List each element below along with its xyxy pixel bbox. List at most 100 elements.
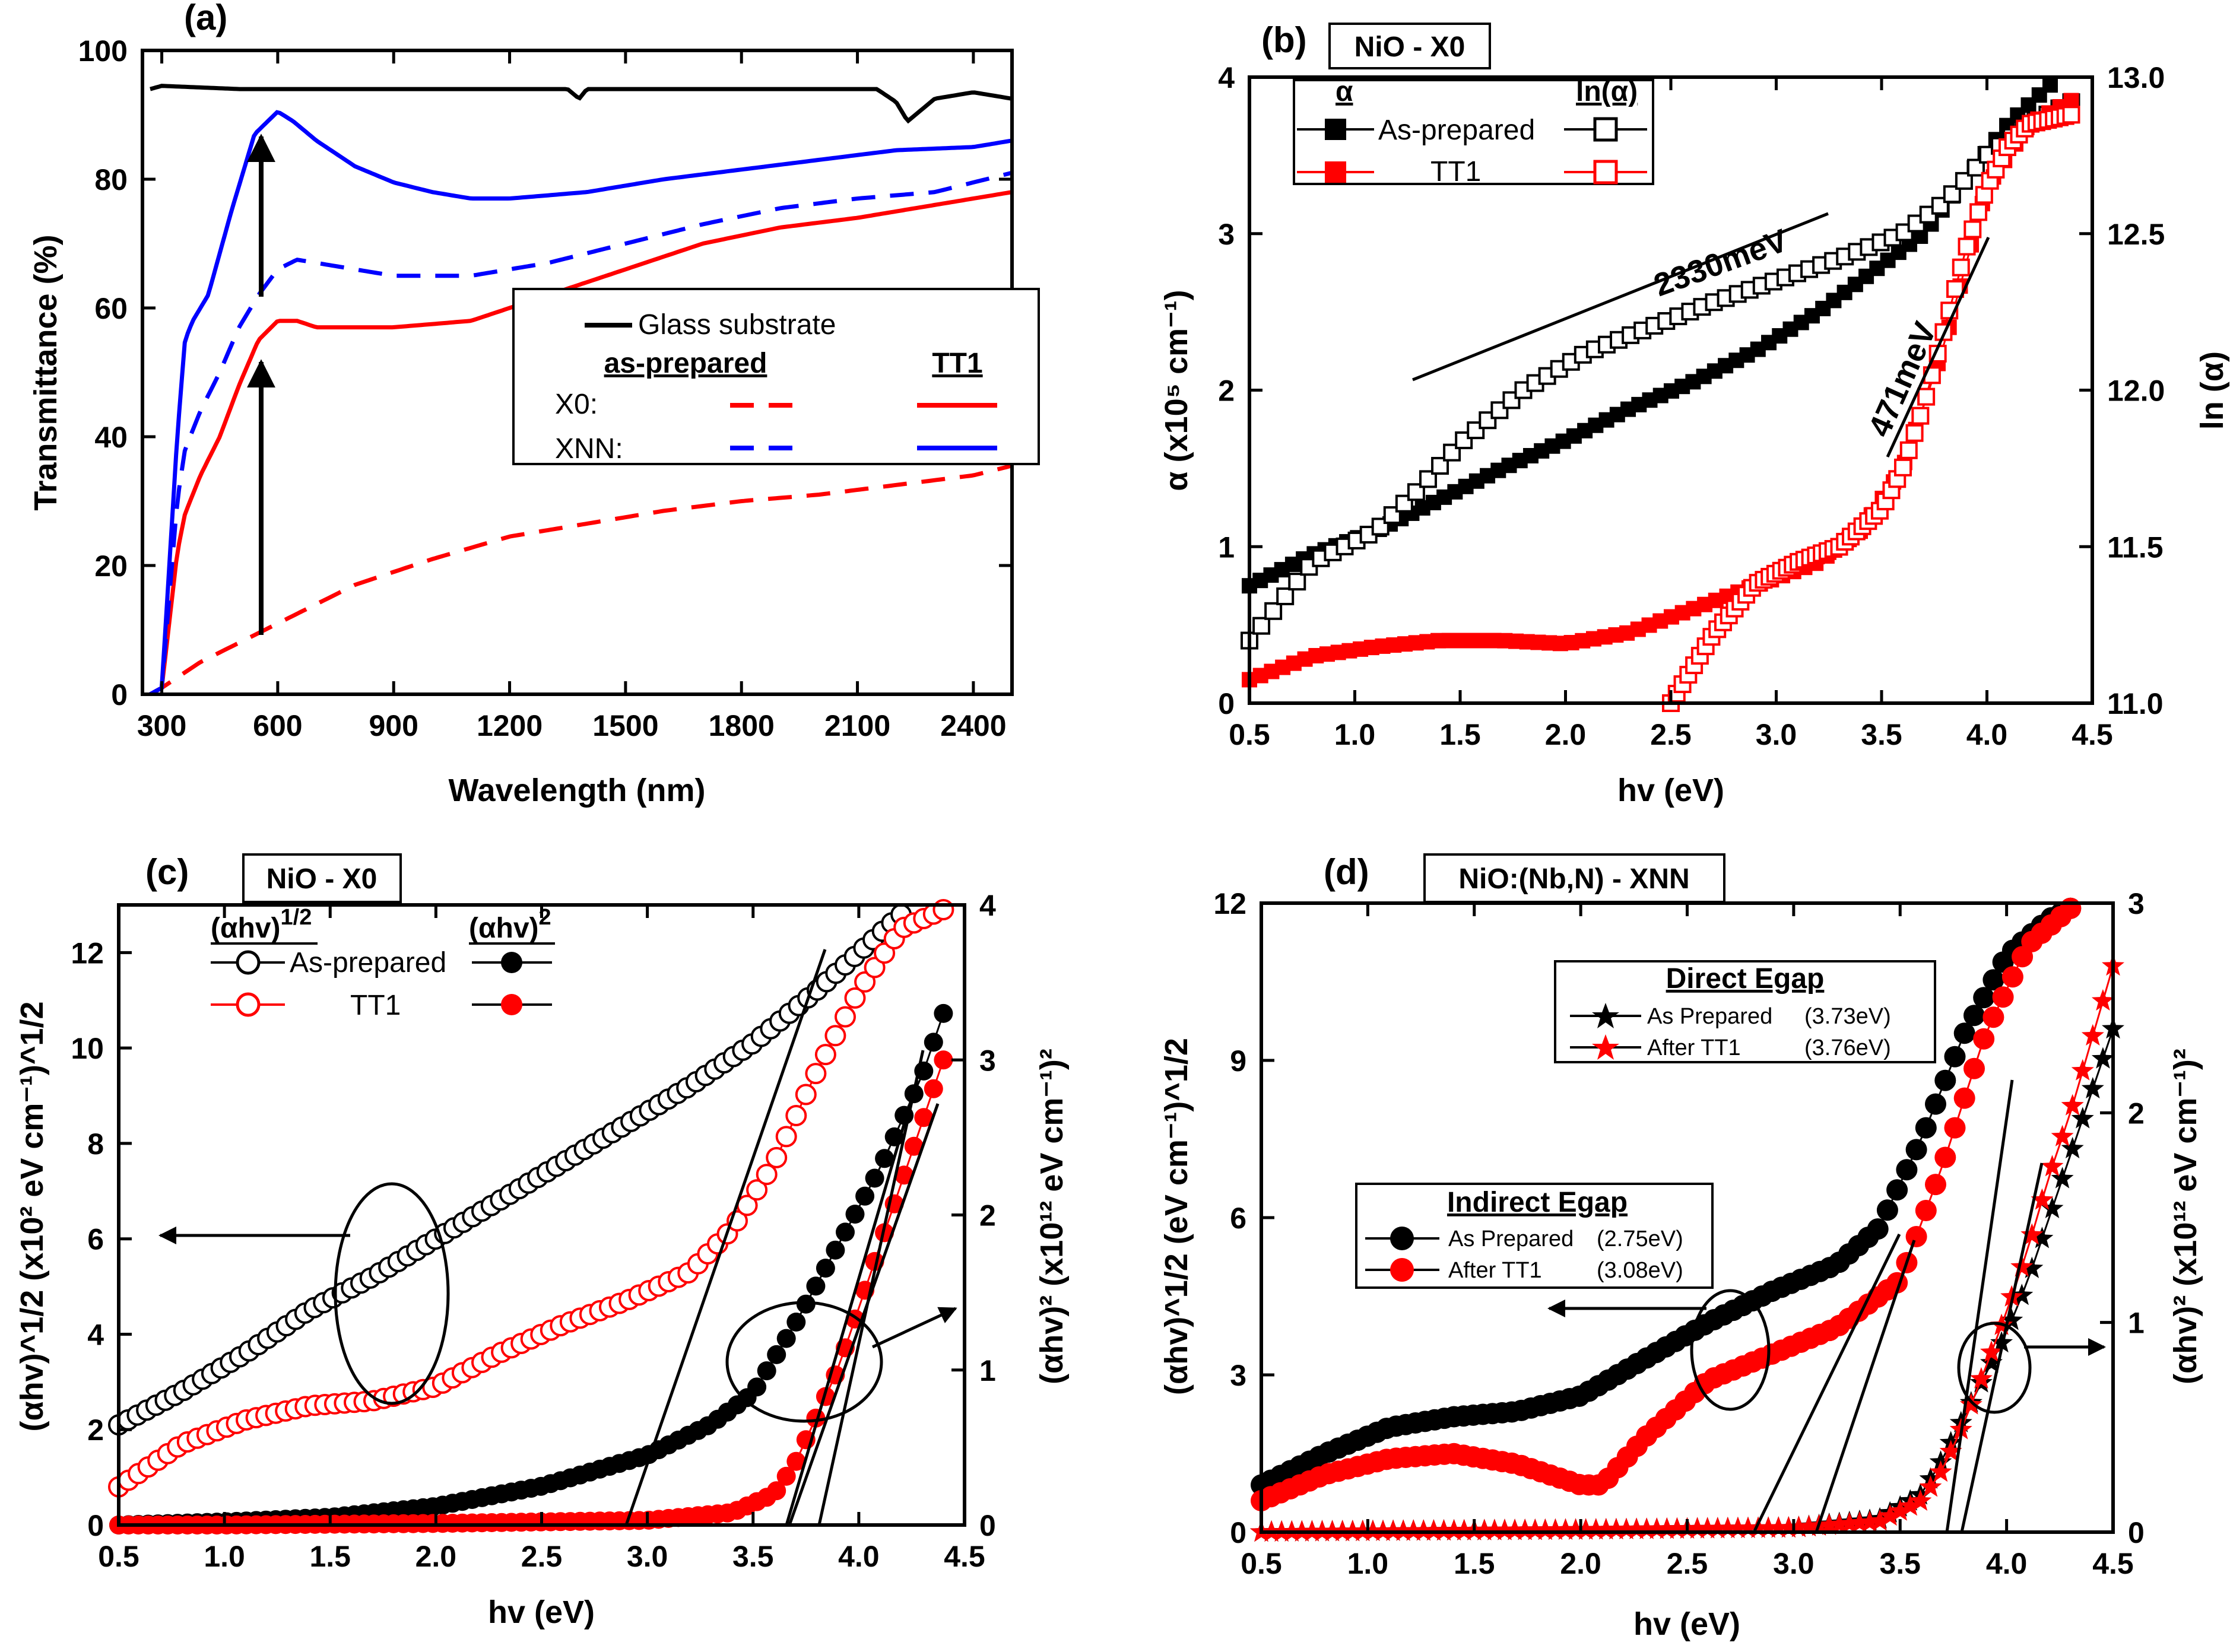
panel-c-point-3-68 <box>776 1466 796 1486</box>
panel-b-legend-box <box>1293 79 1654 185</box>
panel-c-point-3-80 <box>894 1165 914 1185</box>
panel-d-point-3-48 <box>1737 1516 1759 1538</box>
panel-a-xtick-label-4: 1500 <box>592 709 658 742</box>
panel-d-point-0-71 <box>1934 1069 1956 1091</box>
panel-a-xtick-label-3: 1200 <box>477 709 543 742</box>
panel-d-point-3-32 <box>1574 1518 1597 1540</box>
panel-c-point-2-76 <box>855 1186 875 1206</box>
panel-c-ytick-right-label-2: 2 <box>979 1199 996 1232</box>
panel-c-series <box>108 899 954 1535</box>
panel-a-legend: Glass substrate as-prepared TT1 X0: XNN: <box>512 288 1040 465</box>
panel-d-point-2-82 <box>2081 1077 2104 1099</box>
panel-d-ytick-label-2: 6 <box>1230 1202 1246 1235</box>
panel-b-ytick-label-4: 4 <box>1218 61 1235 94</box>
panel-d-title: NiO:(Nb,N) - XNN <box>1458 863 1689 895</box>
panel-d-ellipse-left <box>1690 1289 1771 1411</box>
panel-d-point-0-67 <box>1896 1159 1918 1181</box>
panel-b-point-3-43 <box>1911 406 1930 425</box>
panel-c-ellipse-left <box>334 1182 450 1405</box>
panel-d-point-3-54 <box>1797 1515 1820 1537</box>
panel-c-ytick-right-label-3: 3 <box>979 1044 996 1077</box>
panel-c-point-3-82 <box>914 1108 934 1127</box>
panel-b-xtick-label-3: 2.0 <box>1545 718 1587 751</box>
legend-b-tt1-ln-marker <box>1593 160 1618 185</box>
panel-b-legend-head-ln: ln(α) <box>1576 76 1638 107</box>
legend-b-row2: TT1 <box>1430 156 1481 188</box>
panel-c-point-2-68 <box>776 1329 796 1348</box>
panel-c-xtick-label-5: 3.0 <box>627 1540 668 1573</box>
panel-a-ytick-label-3: 60 <box>94 292 128 325</box>
panel-d-fit-3 <box>1945 1079 2014 1533</box>
panel-d-point-3-16 <box>1412 1519 1435 1541</box>
panel-b: (b) NiO - X0 0.5 1.0 1.5 2.0 2.5 3.0 3.5 4.0 4.5… <box>1159 20 2230 808</box>
legend-indirect-as-marker <box>1390 1227 1414 1250</box>
panel-d-point-3-45 <box>1706 1517 1729 1539</box>
panel-b-xtick-label-0: 0.5 <box>1229 718 1270 751</box>
panel-d-point-1-74 <box>1963 1057 1985 1079</box>
panel-c-point-1-68 <box>775 1126 797 1148</box>
panel-a-ytick-label-5: 100 <box>78 34 128 68</box>
panel-d-ytick-label-0: 0 <box>1230 1516 1246 1549</box>
panel-d-point-1-69 <box>1915 1200 1937 1221</box>
panel-c-fit-2 <box>785 1079 919 1526</box>
panel-d-point-3-37 <box>1625 1517 1648 1539</box>
panel-c-point-2-78 <box>875 1149 894 1168</box>
panel-d-point-1-72 <box>1944 1117 1966 1139</box>
panel-c-xtick-label-4: 2.5 <box>521 1540 563 1573</box>
panel-c-point-3-83 <box>924 1079 943 1098</box>
panel-b-point-0-74 <box>2042 77 2058 93</box>
panel-d-point-0-68 <box>1905 1139 1927 1161</box>
panel-b-label: (b) <box>1261 20 1307 60</box>
panel-a-label: (a) <box>184 0 227 37</box>
panel-d-point-3-64 <box>1899 1494 1922 1516</box>
legend-col-as-prepared: as-prepared <box>604 348 767 379</box>
panel-d-point-3-58 <box>1838 1512 1861 1534</box>
panel-d-point-3-76 <box>2020 1223 2044 1245</box>
panel-d-point-3-62 <box>1879 1504 1902 1526</box>
panel-d-point-3-78 <box>2041 1155 2064 1177</box>
panel-a-series <box>149 84 1013 697</box>
legend-c-head-sq: (αhv)2 <box>469 905 551 944</box>
panel-d-point-0-72 <box>1944 1046 1966 1068</box>
panel-d-point-0-75 <box>1973 987 1995 1009</box>
panel-b-ytick-label-3: 3 <box>1218 218 1235 251</box>
legend-c-head-sqrt: (αhv)1/2 <box>211 905 312 944</box>
panel-c-point-1-65 <box>746 1179 768 1201</box>
panel-c-ytick-right-label-4: 4 <box>979 889 996 922</box>
panel-d-legend-direct: Direct Egap As Prepared (3.73eV) After T… <box>1554 960 1936 1063</box>
panel-c-point-1-69 <box>785 1105 807 1126</box>
panel-c-fit-1 <box>624 949 827 1526</box>
panel-a-ytick-label-2: 40 <box>94 421 128 454</box>
panel-b-point-3-41 <box>1899 441 1918 459</box>
legend-c-row2: TT1 <box>350 990 401 1021</box>
legend-b-as-ln-marker <box>1593 117 1618 142</box>
panel-c-point-2-83 <box>924 1032 943 1052</box>
panel-b-ylabel-right: ln (α) <box>2194 351 2230 430</box>
panel-c-point-1-71 <box>805 1063 827 1085</box>
panel-d-point-3-27 <box>1524 1518 1547 1540</box>
panel-d-ytick-label-1: 3 <box>1230 1359 1246 1392</box>
panel-c-ytick-label-5: 10 <box>71 1032 104 1065</box>
panel-b-title-box <box>1328 23 1491 69</box>
panel-b-point-3-40 <box>1894 458 1912 476</box>
panel-d-point-3-72 <box>1980 1340 2003 1362</box>
panel-d-point-1-71 <box>1934 1146 1956 1168</box>
panel-b-ticks: 0.5 1.0 1.5 2.0 2.5 3.0 3.5 4.0 4.5 0 1 2 3 4 11.0 11.5… <box>1218 61 2165 751</box>
panel-b-point-3-51 <box>1958 237 1976 256</box>
panel-b-xlabel: hv (eV) <box>1617 773 1724 808</box>
panel-b-point-1-2 <box>1264 602 1283 620</box>
panel-a: (a) 300 600 900 1200 1500 1800 2100 2400 0 20 40 60… <box>28 0 1040 808</box>
panel-d-point-2-75 <box>2010 1284 2034 1305</box>
panel-d-point-3-80 <box>2061 1094 2084 1116</box>
panel-c-point-2-72 <box>816 1259 835 1278</box>
legend-c-tt1-sqrt-marker <box>236 992 261 1017</box>
panel-a-ytick-label-0: 0 <box>111 678 128 711</box>
panel-d-legend-indirect: Indirect Egap As Prepared (2.75eV) After… <box>1355 1183 1714 1289</box>
panel-d-point-3-46 <box>1716 1517 1739 1539</box>
panel-c-xtick-label-7: 4.0 <box>838 1540 880 1573</box>
panel-d-xtick-label-2: 1.5 <box>1454 1547 1495 1580</box>
panel-c-xtick-label-1: 1.0 <box>204 1540 245 1573</box>
panel-c-point-2-70 <box>796 1294 816 1314</box>
panel-b-xtick-label-4: 2.5 <box>1650 718 1692 751</box>
panel-d-point-3-39 <box>1645 1517 1668 1539</box>
